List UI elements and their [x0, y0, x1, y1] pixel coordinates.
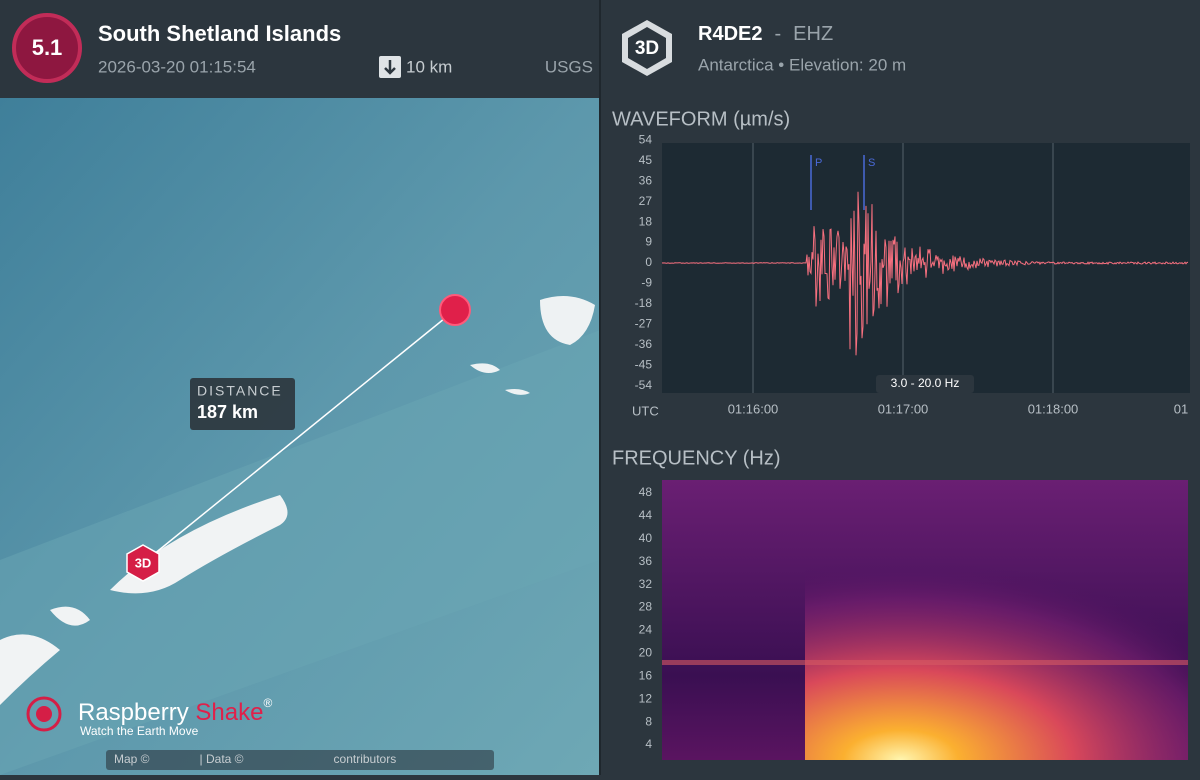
y-tick-label: 44 — [639, 508, 653, 522]
station-badge-label: 3D — [635, 38, 659, 59]
datetime: 2026-03-20 01:15:54 — [98, 57, 256, 76]
y-tick-label: -36 — [635, 337, 653, 351]
y-tick-label: 28 — [639, 600, 653, 614]
y-tick-label: -18 — [635, 296, 653, 310]
registered: ® — [263, 696, 272, 710]
y-tick-label: 0 — [645, 255, 652, 269]
phase-label: S — [868, 157, 875, 169]
attribution: Map © | Data © contributors — [114, 752, 396, 766]
y-tick-label: 32 — [639, 577, 653, 591]
station-code: R4DE2- EHZ — [698, 23, 833, 45]
coast — [0, 495, 288, 705]
x-tick-label: 01 — [1174, 401, 1188, 416]
separator: - — [774, 23, 781, 45]
epicenter[interactable] — [439, 294, 471, 326]
station-location: Antarctica • Elevation: 20 m — [698, 55, 906, 74]
y-tick-label: 36 — [639, 173, 653, 187]
x-tick-label: 01:16:00 — [728, 401, 779, 416]
y-tick-label: -54 — [635, 378, 653, 392]
island — [470, 296, 595, 395]
y-tick-label: 8 — [645, 714, 652, 728]
y-tick-label: 12 — [639, 691, 653, 705]
tagline: Watch the Earth Move — [80, 724, 199, 738]
filter-box — [876, 375, 974, 393]
y-tick-label: 24 — [639, 623, 653, 637]
attr-contrib: contributors — [334, 752, 397, 766]
region: South Shetland Islands — [98, 21, 341, 46]
depth: 10 km — [406, 57, 452, 76]
y-tick-label: 45 — [639, 153, 653, 167]
y-tick-label: 9 — [645, 235, 652, 249]
y-tick-label: 4 — [645, 737, 652, 751]
y-tick-label: -45 — [635, 357, 653, 371]
station-marker[interactable] — [126, 544, 160, 582]
brand: Raspberry Shake® — [78, 696, 272, 726]
y-tick-label: 16 — [639, 668, 653, 682]
x-tick-label: 01:17:00 — [878, 401, 929, 416]
logo-core — [36, 706, 52, 722]
source: USGS — [545, 57, 593, 76]
spectrogram-title: FREQUENCY (Hz) — [612, 447, 781, 469]
phase-label: P — [815, 157, 822, 169]
x-tick-label: 01:18:00 — [1028, 401, 1079, 416]
magnitude-badge — [12, 13, 82, 83]
distance-line — [142, 309, 456, 564]
waveform-plot — [662, 143, 1190, 393]
divider — [599, 0, 601, 775]
utc-label: UTC — [632, 403, 659, 418]
brand-accent: Shake — [195, 699, 263, 726]
code: R4DE2 — [698, 23, 762, 45]
depth-arrow — [384, 60, 396, 75]
y-tick-label: 36 — [639, 554, 653, 568]
y-tick-label: 48 — [639, 485, 653, 499]
distance: 187 km — [197, 402, 258, 422]
y-tick-label: -9 — [641, 276, 652, 290]
y-tick-label: -27 — [635, 316, 653, 330]
y-tick-label: 18 — [639, 214, 653, 228]
attribution-box — [106, 750, 494, 770]
shelf — [0, 330, 600, 775]
station-marker-label: 3D — [135, 555, 152, 570]
magnitude: 5.1 — [32, 35, 63, 60]
station-badge-inner — [628, 27, 666, 69]
y-tick-label: 40 — [639, 531, 653, 545]
attr-data: | Data © — [200, 752, 244, 766]
waveform-title: WAVEFORM (µm/s) — [612, 108, 790, 130]
y-tick-label: 54 — [639, 133, 653, 147]
y-tick-label: 27 — [639, 194, 653, 208]
channel: EHZ — [793, 23, 833, 45]
filter-label: 3.0 - 20.0 Hz — [891, 376, 960, 390]
distance-label: DISTANCE — [197, 383, 283, 399]
attr-map: Map © — [114, 752, 150, 766]
waveform-trace — [661, 191, 1189, 356]
brand-name: Raspberry — [78, 699, 189, 726]
spectrogram-band — [662, 660, 1188, 665]
y-tick-label: 20 — [639, 646, 653, 660]
distance-box — [190, 378, 295, 430]
logo — [26, 696, 62, 732]
header — [0, 0, 600, 98]
